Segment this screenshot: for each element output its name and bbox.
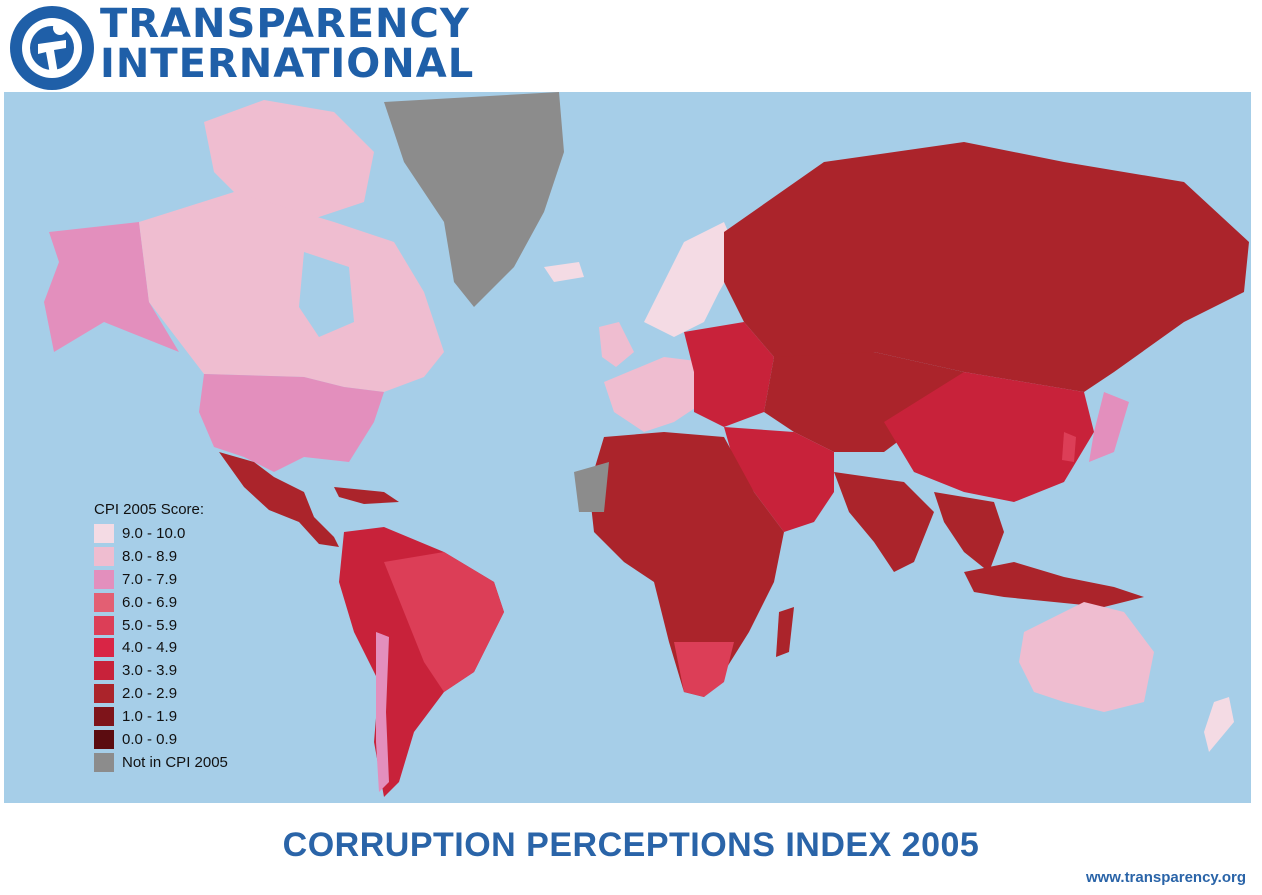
legend-item: 5.0 - 5.9 [94, 614, 274, 637]
legend-item: 0.0 - 0.9 [94, 728, 274, 751]
legend-label: 4.0 - 4.9 [122, 639, 178, 657]
iceland [544, 262, 584, 282]
indonesia [964, 562, 1144, 607]
greenland [384, 92, 564, 307]
legend-label: 8.0 - 8.9 [122, 547, 178, 565]
chile [376, 632, 389, 792]
legend-label: 7.0 - 7.9 [122, 570, 178, 588]
australia [1019, 602, 1154, 712]
legend-item: 6.0 - 6.9 [94, 591, 274, 614]
legend-swatch [94, 661, 114, 681]
russia [724, 142, 1249, 392]
legend-swatch [94, 592, 114, 612]
legend-label: 1.0 - 1.9 [122, 708, 178, 726]
world-map: CPI 2005 Score: 9.0 - 10.0 8.0 - 8.9 7.0 -… [4, 92, 1251, 803]
legend-title: CPI 2005 Score: [94, 501, 205, 518]
legend-item: 7.0 - 7.9 [94, 568, 274, 591]
brazil [384, 552, 504, 692]
eastern-europe [684, 322, 774, 427]
map-legend: CPI 2005 Score: 9.0 - 10.0 8.0 - 8.9 7.0 -… [94, 500, 274, 774]
canada-arctic-islands [204, 100, 374, 222]
legend-label: 5.0 - 5.9 [122, 616, 178, 634]
transparency-international-logo-icon [10, 6, 94, 90]
logo-wordmark: TRANSPARENCY INTERNATIONAL [100, 4, 474, 84]
legend-item: 1.0 - 1.9 [94, 705, 274, 728]
website-link[interactable]: www.transparency.org [1085, 869, 1246, 886]
legend-swatch [94, 546, 114, 566]
legend-item: Not in CPI 2005 [94, 751, 274, 774]
logo-line-international: INTERNATIONAL [100, 41, 475, 87]
legend-swatch [94, 569, 114, 589]
africa [589, 432, 784, 697]
new-zealand [1204, 697, 1234, 752]
southeast-asia [934, 492, 1004, 572]
legend-swatch [94, 638, 114, 658]
page-title: CORRUPTION PERCEPTIONS INDEX 2005 [282, 826, 980, 864]
legend-item: 8.0 - 8.9 [94, 545, 274, 568]
middle-east [724, 427, 834, 532]
western-europe [604, 357, 704, 432]
sahara-western [574, 462, 609, 512]
legend-swatch [94, 684, 114, 704]
india [834, 472, 934, 572]
alaska [44, 222, 179, 352]
japan [1089, 392, 1129, 462]
south-africa [674, 642, 734, 697]
legend-label: 3.0 - 3.9 [122, 662, 178, 680]
legend-label: Not in CPI 2005 [122, 753, 228, 771]
legend-item: 2.0 - 2.9 [94, 682, 274, 705]
legend-swatch [94, 729, 114, 749]
legend-item: 9.0 - 10.0 [94, 522, 274, 545]
legend-swatch [94, 752, 114, 772]
logo-line-transparency: TRANSPARENCY [100, 1, 470, 47]
hudson-bay [299, 252, 354, 337]
uk [599, 322, 634, 367]
world-map-svg [44, 92, 1249, 797]
caribbean [334, 487, 399, 504]
korea-south [1062, 432, 1076, 462]
scandinavia [644, 222, 739, 337]
china [884, 372, 1094, 502]
legend-label: 0.0 - 0.9 [122, 730, 178, 748]
header: TRANSPARENCY INTERNATIONAL [0, 0, 1262, 92]
mexico [219, 452, 339, 547]
legend-item: 4.0 - 4.9 [94, 636, 274, 659]
legend-swatch [94, 615, 114, 635]
legend-items: 9.0 - 10.0 8.0 - 8.9 7.0 - 7.9 6.0 - 6.9 5.0… [94, 522, 274, 774]
madagascar [776, 607, 794, 657]
legend-label: 9.0 - 10.0 [122, 524, 186, 542]
legend-label: 2.0 - 2.9 [122, 685, 178, 703]
united-states [199, 374, 384, 472]
legend-swatch [94, 523, 114, 543]
legend-swatch [94, 707, 114, 727]
legend-label: 6.0 - 6.9 [122, 593, 178, 611]
legend-item: 3.0 - 3.9 [94, 659, 274, 682]
canada [139, 192, 444, 392]
